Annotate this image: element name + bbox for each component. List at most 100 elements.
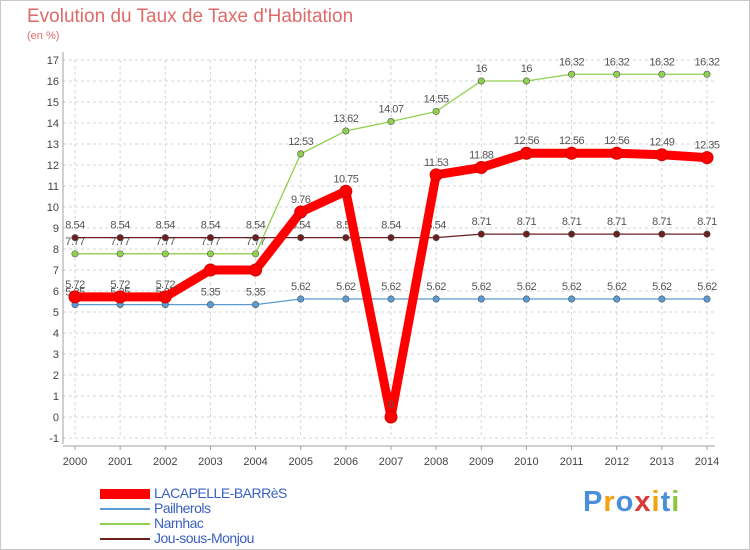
data-point-0 bbox=[294, 205, 308, 219]
data-label-1: 5.62 bbox=[426, 281, 446, 293]
data-point-1 bbox=[658, 295, 666, 303]
data-point-0 bbox=[249, 263, 263, 277]
data-point-1 bbox=[387, 295, 395, 303]
logo-letter: r bbox=[603, 486, 616, 518]
y-tick-label: 8 bbox=[53, 244, 59, 256]
data-point-3 bbox=[206, 234, 214, 242]
data-point-2 bbox=[613, 70, 621, 78]
data-point-2 bbox=[71, 250, 79, 258]
data-point-0 bbox=[700, 151, 714, 165]
data-label-3: 8.71 bbox=[517, 216, 537, 228]
data-point-3 bbox=[658, 230, 666, 238]
x-tick-label: 2008 bbox=[424, 456, 448, 468]
data-label-2: 14.07 bbox=[378, 104, 403, 116]
data-label-2: 7.77 bbox=[110, 236, 130, 248]
legend-label: Pailherols bbox=[154, 500, 211, 516]
y-tick-label: 5 bbox=[53, 307, 59, 319]
data-point-2 bbox=[387, 118, 395, 126]
legend-swatch bbox=[100, 538, 150, 540]
data-label-2: 16 bbox=[476, 63, 488, 75]
y-tick-label: 6 bbox=[53, 286, 59, 298]
data-label-2: 12.53 bbox=[288, 136, 313, 148]
data-label-1: 5.62 bbox=[291, 281, 311, 293]
data-point-3 bbox=[477, 230, 485, 238]
data-label-0: 12.56 bbox=[559, 135, 584, 147]
data-point-3 bbox=[161, 234, 169, 242]
y-tick-label: 14 bbox=[47, 118, 59, 130]
data-point-2 bbox=[252, 250, 260, 258]
data-label-3: 8.54 bbox=[110, 220, 130, 232]
data-point-2 bbox=[522, 77, 530, 85]
data-label-0: 0 bbox=[388, 399, 394, 411]
data-point-3 bbox=[387, 234, 395, 242]
data-label-3: 8.54 bbox=[201, 220, 221, 232]
proxiti-logo: Proxiti bbox=[583, 486, 680, 519]
data-point-1 bbox=[522, 295, 530, 303]
logo-letter: t bbox=[660, 486, 672, 518]
data-point-3 bbox=[252, 234, 260, 242]
legend-label: Narnhac bbox=[154, 515, 204, 531]
data-label-0: 12.35 bbox=[694, 140, 719, 152]
legend-swatch bbox=[100, 523, 150, 525]
y-tick-label: 11 bbox=[48, 181, 59, 193]
data-label-0: 10.75 bbox=[333, 173, 358, 185]
data-label-1: 5.62 bbox=[562, 281, 582, 293]
data-point-1 bbox=[206, 301, 214, 309]
data-point-0 bbox=[203, 263, 217, 277]
data-point-0 bbox=[474, 161, 488, 175]
data-point-3 bbox=[703, 230, 711, 238]
data-label-2: 16 bbox=[521, 63, 533, 75]
logo-letter: i bbox=[671, 486, 681, 518]
legend-swatch bbox=[100, 489, 150, 499]
data-point-2 bbox=[703, 70, 711, 78]
data-label-2: 7.77 bbox=[65, 236, 85, 248]
data-label-2: 7.77 bbox=[201, 236, 221, 248]
data-label-0: 12.56 bbox=[514, 135, 539, 147]
data-point-3 bbox=[116, 234, 124, 242]
data-label-3: 8.71 bbox=[607, 216, 627, 228]
data-point-2 bbox=[342, 127, 350, 135]
data-label-1: 5.35 bbox=[246, 287, 266, 299]
x-tick-label: 2010 bbox=[514, 456, 538, 468]
data-label-1: 5.62 bbox=[336, 281, 356, 293]
x-tick-label: 2003 bbox=[198, 456, 222, 468]
legend-swatch bbox=[100, 508, 150, 510]
data-label-1: 5.62 bbox=[652, 281, 672, 293]
y-tick-label: 10 bbox=[47, 202, 59, 214]
data-point-1 bbox=[703, 295, 711, 303]
x-tick-label: 2014 bbox=[695, 456, 719, 468]
data-point-0 bbox=[610, 146, 624, 160]
data-point-1 bbox=[297, 295, 305, 303]
data-point-1 bbox=[432, 295, 440, 303]
data-label-0: 9.76 bbox=[291, 194, 311, 206]
data-label-3: 8.71 bbox=[562, 216, 582, 228]
data-label-2: 16.32 bbox=[649, 56, 674, 68]
data-label-3: 8.71 bbox=[697, 216, 717, 228]
x-tick-label: 2012 bbox=[604, 456, 628, 468]
y-tick-label: 2 bbox=[53, 370, 59, 382]
y-tick-label: 16 bbox=[47, 76, 59, 88]
data-point-2 bbox=[568, 70, 576, 78]
data-point-0 bbox=[113, 290, 127, 304]
data-label-3: 8.54 bbox=[246, 220, 266, 232]
data-point-1 bbox=[252, 301, 260, 309]
x-tick-label: 2013 bbox=[650, 456, 674, 468]
logo-letter: i bbox=[651, 486, 661, 518]
legend-label: Jou-sous-Monjou bbox=[154, 530, 254, 546]
data-label-0: 12.49 bbox=[649, 137, 674, 149]
y-tick-label: -1 bbox=[49, 433, 59, 445]
data-label-2: 14.55 bbox=[424, 93, 449, 105]
data-point-3 bbox=[342, 234, 350, 242]
data-label-1: 5.35 bbox=[201, 287, 221, 299]
data-label-0: 5.72 bbox=[156, 279, 176, 291]
data-point-3 bbox=[522, 230, 530, 238]
y-tick-label: 13 bbox=[47, 139, 59, 151]
data-point-0 bbox=[158, 290, 172, 304]
data-label-3: 8.54 bbox=[65, 220, 85, 232]
data-label-0: 5.72 bbox=[110, 279, 130, 291]
data-point-0 bbox=[339, 184, 353, 198]
data-point-1 bbox=[568, 295, 576, 303]
data-point-0 bbox=[655, 148, 669, 162]
